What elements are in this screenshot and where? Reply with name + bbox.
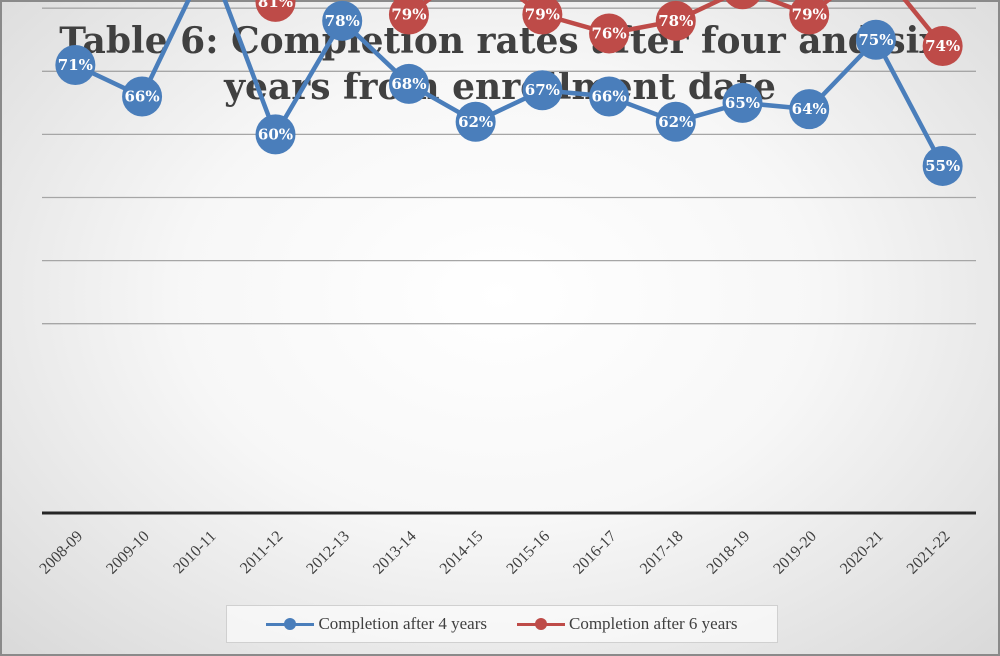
data-point-s0-2008-09 (55, 44, 96, 85)
legend-item-6-years: Completion after 6 years (517, 614, 738, 634)
data-point-s0-2015-16 (522, 70, 563, 111)
data-label-s1-2019-20: 79% (792, 6, 827, 24)
data-label-s0-2018-19: 65% (725, 94, 760, 112)
data-point-s0-2019-20 (789, 89, 830, 130)
data-point-s1-2019-20 (789, 0, 830, 35)
legend: Completion after 4 years Completion afte… (226, 605, 778, 643)
x-tick-label-2014-15: 2014-15 (437, 528, 487, 578)
legend-label-6-years: Completion after 6 years (569, 614, 738, 633)
x-tick-label-2015-16: 2015-16 (503, 528, 553, 578)
data-point-s0-2009-10 (122, 76, 163, 117)
series-layer: 71%66%88%60%78%68%62%67%66%62%65%64%75%5… (55, 0, 963, 186)
data-point-s1-2016-17 (589, 13, 630, 54)
data-label-s1-2011-12: 81% (258, 0, 293, 11)
data-label-s1-2013-14: 79% (391, 6, 426, 24)
data-point-s1-2013-14 (388, 0, 429, 35)
data-point-s0-2017-18 (655, 101, 696, 142)
data-label-s0-2008-09: 71% (58, 56, 93, 74)
data-point-s0-2011-12 (255, 114, 296, 155)
x-tick-label-2017-18: 2017-18 (637, 528, 687, 578)
data-point-s1-2011-12 (255, 0, 296, 22)
x-tick-label-2020-21: 2020-21 (837, 528, 887, 578)
data-label-s1-2016-17: 76% (592, 24, 627, 42)
data-label-s0-2011-12: 60% (258, 125, 293, 143)
gridlines (42, 7, 976, 515)
x-tick-label-2012-13: 2012-13 (303, 528, 353, 578)
data-point-s1-2021-22 (922, 26, 963, 67)
x-tick-label-2021-22: 2021-22 (904, 528, 954, 578)
legend-label-4-years: Completion after 4 years (318, 614, 487, 633)
x-tick-label-2008-09: 2008-09 (36, 528, 86, 578)
x-tick-label-2013-14: 2013-14 (370, 528, 420, 578)
data-point-s1-2018-19 (725, 0, 760, 10)
x-tick-label-2019-20: 2019-20 (770, 528, 820, 578)
legend-marker-4-years (284, 618, 297, 630)
data-point-s0-2021-22 (922, 145, 963, 186)
data-label-s1-2017-18: 78% (658, 12, 693, 30)
data-point-s0-2018-19 (722, 82, 763, 123)
data-label-s0-2013-14: 68% (391, 75, 426, 93)
data-label-s1-2021-22: 74% (925, 37, 960, 55)
data-point-s0-2014-15 (455, 101, 496, 142)
x-tick-label-2010-11: 2010-11 (170, 528, 219, 577)
chart-title-line-2: years from enrollment date (224, 66, 776, 108)
data-point-s0-2013-14 (388, 63, 429, 104)
data-label-s0-2015-16: 67% (525, 81, 560, 99)
x-tick-label-2016-17: 2016-17 (570, 528, 620, 578)
data-label-s0-2016-17: 66% (592, 88, 627, 106)
data-point-s0-2020-21 (855, 19, 896, 60)
legend-swatch-4-years (266, 618, 315, 630)
legend-marker-6-years (535, 618, 547, 630)
data-label-s0-2014-15: 62% (458, 113, 493, 131)
x-axis-tick-labels: 2008-09 2009-10 2010-11 2011-12 2012-13 2013-… (36, 528, 953, 578)
x-tick-label-2009-10: 2009-10 (103, 528, 153, 578)
data-label-s0-2019-20: 64% (792, 100, 827, 118)
x-tick-label-2011-12: 2011-12 (237, 528, 286, 577)
data-point-s1-2015-16 (522, 0, 563, 35)
data-label-s0-2020-21: 75% (858, 31, 893, 49)
data-label-s0-2012-13: 78% (325, 12, 360, 30)
data-label-s0-2017-18: 62% (658, 113, 693, 131)
legend-swatch-6-years (517, 618, 565, 630)
data-label-s0-2009-10: 66% (125, 88, 160, 106)
data-point-s1-2017-18 (655, 0, 696, 41)
x-tick-label-2018-19: 2018-19 (704, 528, 754, 578)
data-label-s0-2021-22: 55% (925, 157, 960, 175)
legend-item-4-years: Completion after 4 years (266, 614, 487, 634)
data-point-s0-2016-17 (589, 76, 630, 117)
data-point-s0-2012-13 (322, 0, 363, 41)
data-label-s1-2015-16: 79% (525, 6, 560, 24)
